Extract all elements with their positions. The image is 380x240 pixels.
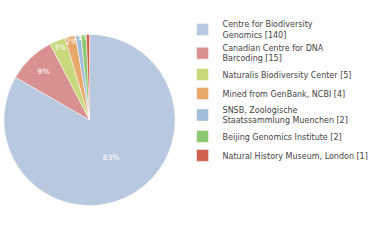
svg-text:1%: 1%: [72, 33, 85, 43]
svg-text:3%: 3%: [54, 43, 66, 52]
svg-text:SNSB, ZoologischeStaatssammlun: SNSB, ZoologischeStaatssammlung Muenchen…: [223, 106, 348, 125]
svg-text:Canadian Centre for DNABarcodi: Canadian Centre for DNABarcoding [15]: [223, 44, 324, 63]
svg-text:Naturalis Biodiversity Center: Naturalis Biodiversity Center [5]: [223, 71, 352, 80]
svg-text:Beijing Genomics Institute [2]: Beijing Genomics Institute [2]: [223, 133, 342, 142]
svg-text:2%: 2%: [66, 37, 78, 46]
svg-text:Mined from GenBank, NCBI [4]: Mined from GenBank, NCBI [4]: [223, 90, 346, 99]
svg-text:Centre for BiodiversityGenomic: Centre for BiodiversityGenomics [140]: [223, 20, 313, 39]
svg-text:83%: 83%: [103, 153, 120, 162]
svg-text:9%: 9%: [37, 67, 49, 76]
svg-text:Natural History Museum, London: Natural History Museum, London [1]: [223, 151, 368, 160]
